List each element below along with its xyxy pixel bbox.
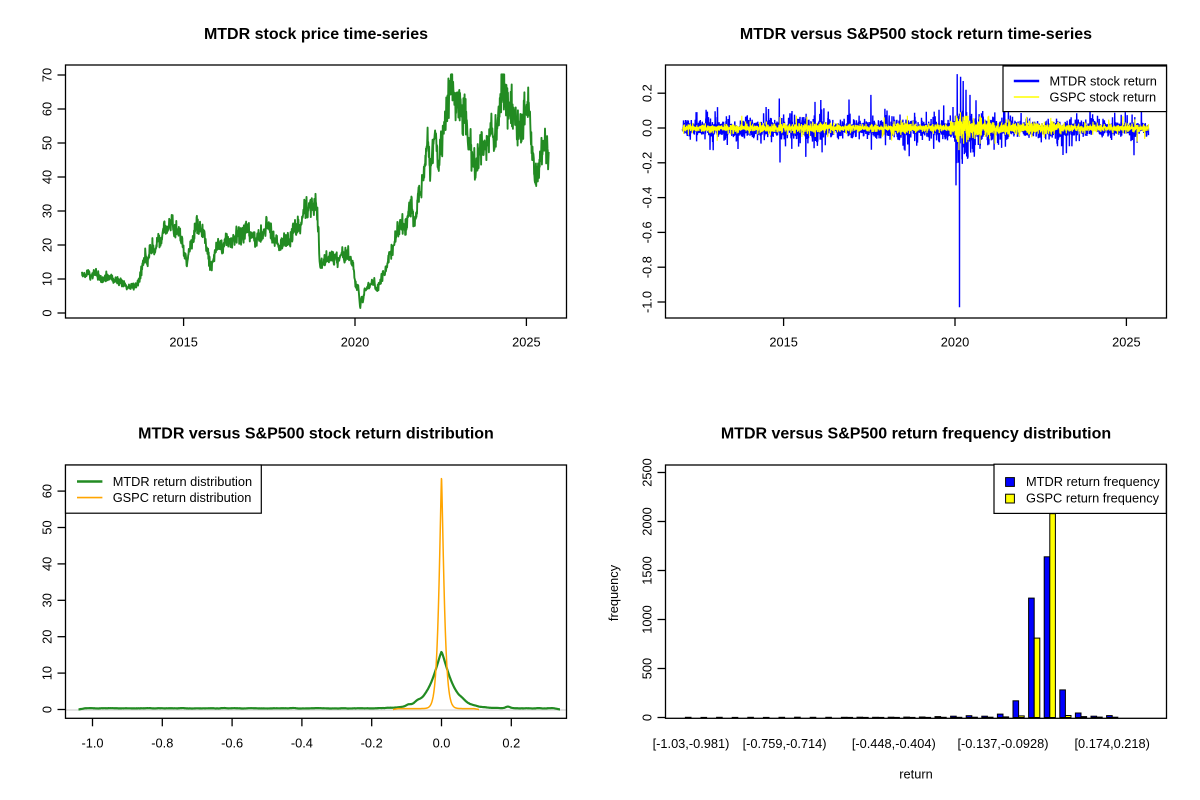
svg-text:MTDR stock price time-series: MTDR stock price time-series (204, 26, 428, 43)
svg-text:-0.6: -0.6 (221, 736, 243, 751)
svg-text:70: 70 (40, 68, 55, 82)
svg-text:2015: 2015 (169, 335, 197, 350)
svg-text:0: 0 (40, 706, 55, 713)
svg-text:0: 0 (40, 309, 55, 316)
svg-text:60: 60 (40, 102, 55, 116)
svg-text:50: 50 (40, 520, 55, 534)
svg-text:60: 60 (40, 484, 55, 498)
svg-text:0.2: 0.2 (502, 736, 520, 751)
svg-text:-0.4: -0.4 (640, 187, 655, 209)
svg-text:-1.0: -1.0 (640, 291, 655, 313)
svg-text:-0.6: -0.6 (640, 221, 655, 243)
svg-text:[-1.03,-0.981): [-1.03,-0.981) (653, 736, 730, 751)
svg-text:2020: 2020 (341, 335, 369, 350)
svg-text:MTDR versus S&P500 return freq: MTDR versus S&P500 return frequency dist… (721, 426, 1111, 443)
svg-text:0.0: 0.0 (433, 736, 451, 751)
svg-text:2015: 2015 (769, 335, 797, 350)
svg-text:2025: 2025 (1112, 335, 1140, 350)
svg-text:0.0: 0.0 (640, 119, 655, 137)
svg-text:1500: 1500 (640, 556, 655, 584)
svg-text:GSPC return distribution: GSPC return distribution (113, 490, 252, 505)
svg-text:40: 40 (40, 170, 55, 184)
svg-text:-1.0: -1.0 (81, 736, 103, 751)
svg-text:10: 10 (40, 666, 55, 680)
svg-text:500: 500 (640, 658, 655, 679)
svg-text:MTDR stock return: MTDR stock return (1050, 74, 1157, 89)
svg-text:-0.8: -0.8 (151, 736, 173, 751)
svg-text:2020: 2020 (941, 335, 969, 350)
svg-text:-0.2: -0.2 (640, 152, 655, 174)
svg-text:-0.4: -0.4 (291, 736, 313, 751)
svg-text:2025: 2025 (512, 335, 540, 350)
svg-text:[0.174,0.218): [0.174,0.218) (1074, 736, 1149, 751)
svg-text:return: return (899, 767, 932, 782)
svg-text:MTDR return distribution: MTDR return distribution (113, 474, 252, 489)
svg-text:40: 40 (40, 557, 55, 571)
svg-text:[-0.137,-0.0928): [-0.137,-0.0928) (957, 736, 1048, 751)
svg-text:GSPC stock return: GSPC stock return (1050, 90, 1157, 105)
svg-text:30: 30 (40, 204, 55, 218)
svg-text:10: 10 (40, 272, 55, 286)
svg-text:[-0.759,-0.714): [-0.759,-0.714) (743, 736, 827, 751)
svg-text:1000: 1000 (640, 605, 655, 633)
svg-text:0.2: 0.2 (640, 84, 655, 102)
svg-text:30: 30 (40, 593, 55, 607)
svg-text:frequency: frequency (606, 564, 621, 621)
svg-text:2500: 2500 (640, 458, 655, 486)
svg-text:0: 0 (640, 714, 655, 721)
svg-text:MTDR versus S&P500 stock retur: MTDR versus S&P500 stock return time-ser… (740, 26, 1092, 43)
svg-text:20: 20 (40, 238, 55, 252)
svg-text:[-0.448,-0.404): [-0.448,-0.404) (852, 736, 936, 751)
svg-text:2000: 2000 (640, 507, 655, 535)
svg-text:20: 20 (40, 630, 55, 644)
svg-text:GSPC return frequency: GSPC return frequency (1026, 491, 1160, 506)
svg-text:MTDR versus S&P500 stock retur: MTDR versus S&P500 stock return distribu… (138, 426, 494, 443)
svg-text:-0.8: -0.8 (640, 256, 655, 278)
svg-text:50: 50 (40, 136, 55, 150)
svg-text:-0.2: -0.2 (361, 736, 383, 751)
svg-text:MTDR return frequency: MTDR return frequency (1026, 474, 1160, 489)
